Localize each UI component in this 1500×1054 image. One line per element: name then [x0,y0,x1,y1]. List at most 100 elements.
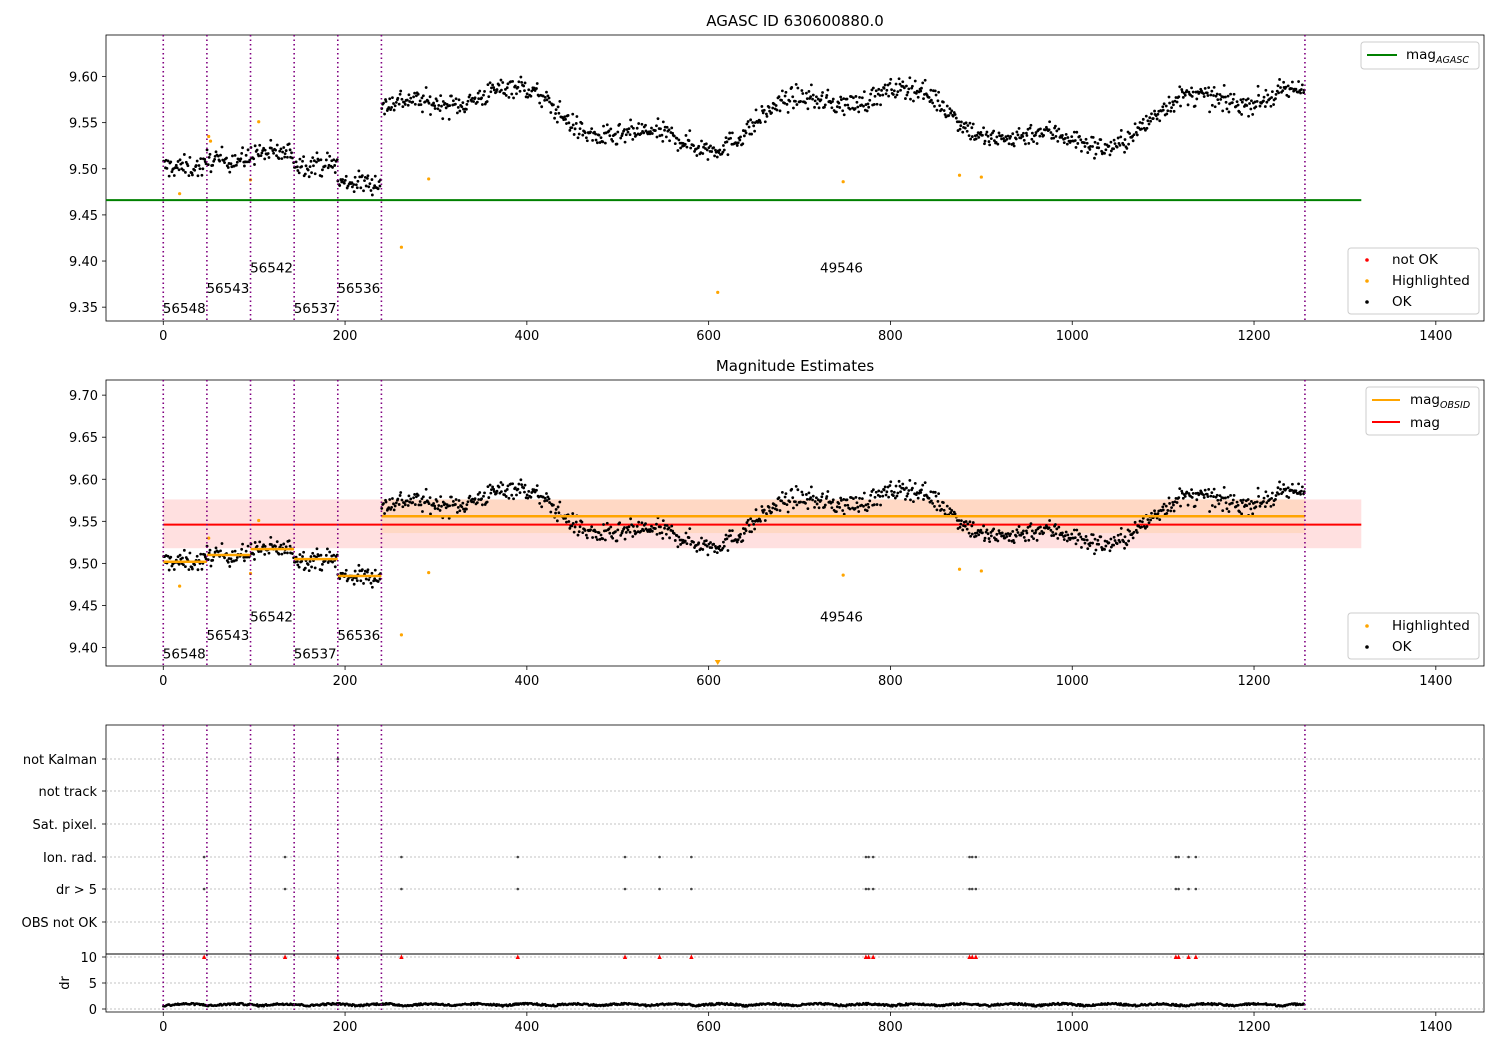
ok-point [324,158,328,162]
ok-point [811,498,814,502]
ok-point [543,95,547,99]
highlighted-point [208,139,213,143]
ok-point [490,488,493,492]
ok-point [466,500,470,504]
dr-axis-label: dr [58,976,73,990]
ok-point [934,93,938,97]
ok-point [1212,495,1215,498]
ok-point [1144,114,1148,118]
ok-point [1093,537,1097,541]
ok-point [1085,141,1089,145]
ok-point [615,539,619,543]
flag-event [974,887,978,891]
ok-point [1080,149,1083,153]
ok-point [1262,95,1266,99]
ok-point [1078,134,1081,138]
x-tick-label: 1400 [1419,1020,1452,1035]
ok-point [908,478,912,482]
ok-point [882,488,886,492]
ok-point [1239,98,1243,102]
ok-point [835,510,838,513]
ok-point [1162,102,1166,106]
ok-point [519,75,523,79]
ok-point [1164,104,1168,108]
ok-point [611,139,615,143]
flag-event [1174,855,1178,859]
dr-clipped-marker [1176,954,1181,959]
ok-point [500,490,503,494]
ok-point [1065,142,1069,146]
ok-point [597,133,601,137]
ok-point [856,105,860,109]
ok-point [770,111,773,115]
ok-point [1141,516,1145,520]
ok-point [1185,490,1189,494]
ok-point [809,95,813,99]
ok-point [407,494,411,498]
ok-point [786,110,790,114]
ok-point [721,546,725,550]
ok-point [712,146,716,150]
ok-point [821,91,824,94]
ok-point [909,97,912,101]
ok-point [1125,543,1129,547]
ok-point [759,121,762,124]
ok-point [1103,547,1106,551]
ok-point [1256,486,1260,490]
ok-point [284,545,288,549]
ok-point [661,120,665,124]
ok-point [736,141,740,145]
dr-clipped-marker [657,954,662,959]
ok-point [428,496,432,500]
ok-point [1210,103,1214,107]
ok-point [320,174,324,178]
ok-point [817,506,821,510]
svg-text:magOBSID: magOBSID [1410,392,1470,411]
ok-point [338,184,342,187]
ok-point [277,157,281,160]
ok-point [1250,499,1253,503]
ok-point [631,535,635,538]
ok-point [364,577,368,581]
ok-point [424,487,428,491]
ok-point [826,490,830,493]
ok-point [605,521,609,525]
ok-point [794,500,797,504]
ok-point [1055,129,1059,133]
ok-point [352,582,356,586]
dr-clipped-marker [1186,954,1191,959]
ok-point [229,162,233,166]
ok-point [639,132,643,135]
ok-point [454,498,458,501]
ok-point [995,532,999,536]
ok-point [1085,538,1089,542]
ok-point [1147,521,1151,525]
ok-point [780,499,784,503]
ok-point [1172,109,1176,113]
ok-point [290,552,294,555]
ok-point [753,129,757,133]
ok-point [175,166,179,170]
ok-point [295,560,299,563]
ok-point [790,487,794,491]
ok-point [714,150,718,154]
ok-point [382,502,385,505]
ok-point [1224,496,1227,500]
obsid-label: 56536 [337,628,380,644]
ok-point [697,541,701,545]
ok-point [783,502,787,506]
ok-point [676,545,680,549]
ok-point [1251,512,1255,516]
ok-point [411,501,415,504]
ok-point [226,166,230,169]
ok-point [321,168,324,172]
ok-point [767,105,771,109]
ok-point [573,525,577,529]
x-tick-label: 0 [159,329,167,344]
ok-point [478,491,482,494]
ok-point [805,97,809,101]
ok-point [1241,498,1245,502]
ok-point [941,100,945,104]
ok-point [419,503,423,507]
ok-point [823,103,827,107]
